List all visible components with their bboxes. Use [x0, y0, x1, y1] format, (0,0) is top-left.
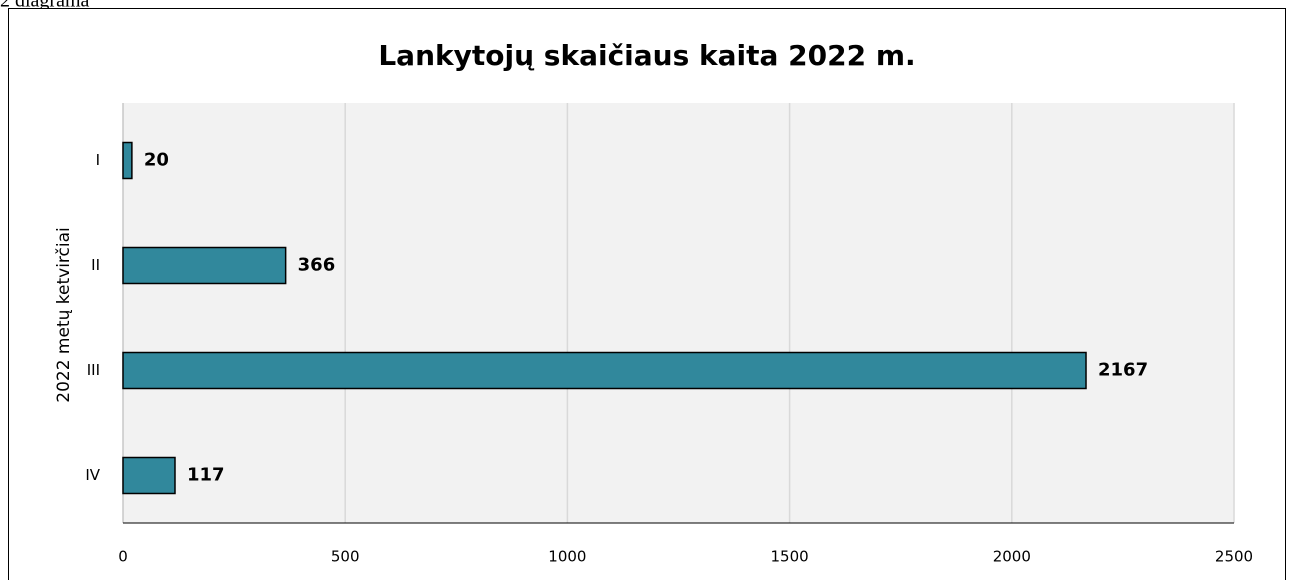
chart-title: Lankytojų skaičiaus kaita 2022 m.	[378, 39, 915, 72]
x-tick-label: 2000	[993, 548, 1031, 566]
bar	[122, 246, 287, 285]
caption: 2 diagrama	[0, 0, 90, 12]
x-tick-label: 1000	[548, 548, 586, 566]
bar	[122, 456, 176, 495]
bar	[122, 141, 133, 180]
y-axis-label: 2022 metų ketvirčiai	[54, 227, 74, 403]
plot-area	[123, 103, 1234, 523]
data-label: 2167	[1098, 360, 1148, 381]
data-label: 117	[187, 465, 225, 486]
x-tick-label: 0	[118, 548, 128, 566]
x-tick-label: 1500	[771, 548, 809, 566]
y-tick-label: III	[87, 361, 100, 379]
y-tick-label: II	[91, 256, 100, 274]
y-tick-label: I	[96, 151, 100, 169]
data-label: 366	[298, 255, 336, 276]
x-tick-label: 500	[331, 548, 360, 566]
x-tick-label: 2500	[1215, 548, 1253, 566]
bar	[122, 351, 1087, 390]
data-label: 20	[144, 150, 169, 171]
y-tick-label: IV	[85, 466, 100, 484]
